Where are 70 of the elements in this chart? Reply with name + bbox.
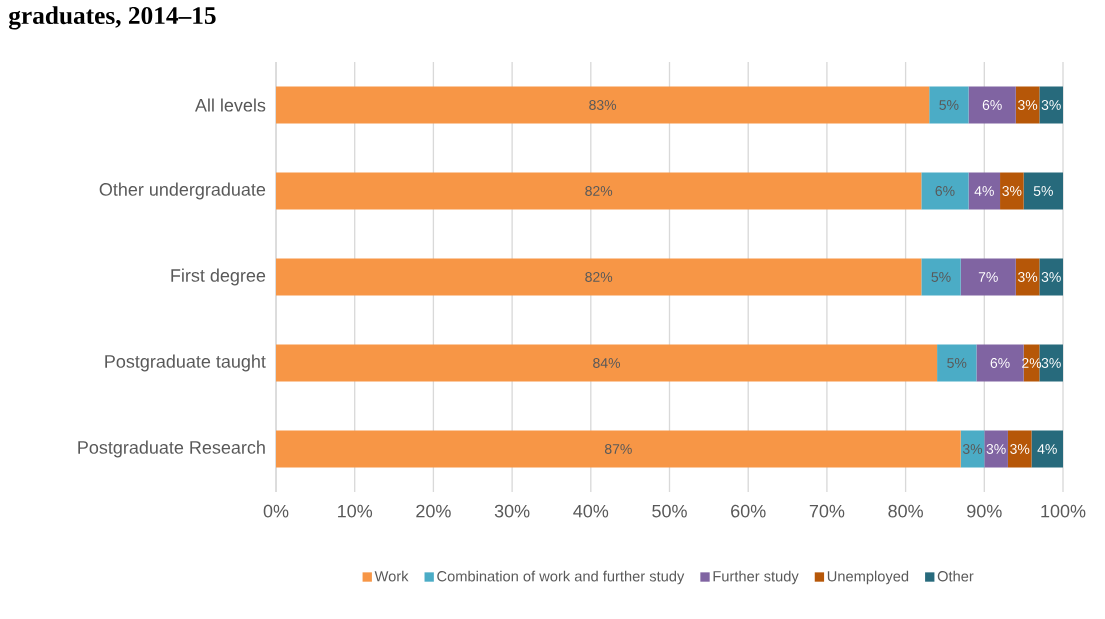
bar [276,430,961,468]
data-label: 3% [1018,272,1038,282]
bar [1031,430,1064,468]
bar [1023,172,1064,210]
data-label: 82% [585,186,613,196]
data-label: 6% [990,358,1010,368]
bar [960,258,1016,296]
y-tick-label: Postgraduate taught [105,354,266,372]
bar [1039,344,1064,382]
bar [968,86,1016,124]
bar [937,344,977,382]
data-label: 5% [947,358,967,368]
bar [276,172,922,210]
data-label: 3% [1002,186,1022,196]
x-tick-label: 90% [967,504,1002,518]
y-tick-label: Other undergraduate [99,182,266,200]
legend-label: Other [937,570,974,582]
bar [960,430,985,468]
y-tick-label: Postgraduate Research [78,440,265,458]
x-tick-label: 50% [652,504,687,518]
x-tick-label: 30% [494,504,530,518]
bar [1007,430,1032,468]
x-tick-label: 0% [263,504,289,518]
data-label: 84% [593,358,621,368]
data-label: 3% [986,444,1006,454]
bar [276,344,938,382]
x-tick-label: 40% [573,504,609,518]
data-label: 3% [1041,272,1061,282]
x-tick-label: 60% [731,504,766,518]
data-label: 82% [585,272,613,282]
data-label: 3% [1018,100,1038,110]
bar [276,86,930,124]
x-tick-label: 100% [1041,504,1086,518]
data-label: 6% [982,100,1002,110]
data-label: 83% [589,100,617,110]
data-label: 87% [604,444,632,454]
legend-label: Unemployed [827,570,909,585]
bar [976,344,1024,382]
data-label: 3% [962,444,983,454]
bar [1015,258,1040,296]
bar [276,258,922,296]
legend-label: Combination of work and further study [437,570,685,585]
bar [921,172,969,210]
legend-label: Further study [713,570,799,585]
y-tick-label: All levels [194,98,266,112]
bar [968,172,1001,210]
x-tick-label: 10% [338,504,373,518]
data-label: 4% [1037,444,1057,454]
bar [1039,86,1064,124]
bar [1015,86,1040,124]
bar [929,86,969,124]
bar [1000,172,1024,210]
data-label: 7% [978,272,998,282]
chart-title: graduates, 2014–15 [8,6,216,30]
data-label: 5% [931,272,951,282]
data-label: 3% [1010,444,1030,454]
data-label: 5% [1033,186,1053,196]
x-tick-label: 20% [416,504,451,518]
data-label: 6% [935,186,955,196]
data-label: 3% [1041,100,1061,110]
bar [1039,258,1064,296]
y-tick-label: First degree [171,268,266,286]
data-label: 5% [939,100,959,110]
legend-label: Work [374,570,409,582]
bar [921,258,961,296]
data-label: 3% [1041,358,1061,368]
data-label: 4% [974,186,994,196]
x-tick-label: 80% [888,504,923,518]
x-tick-label: 70% [809,504,845,518]
bar [984,430,1008,468]
